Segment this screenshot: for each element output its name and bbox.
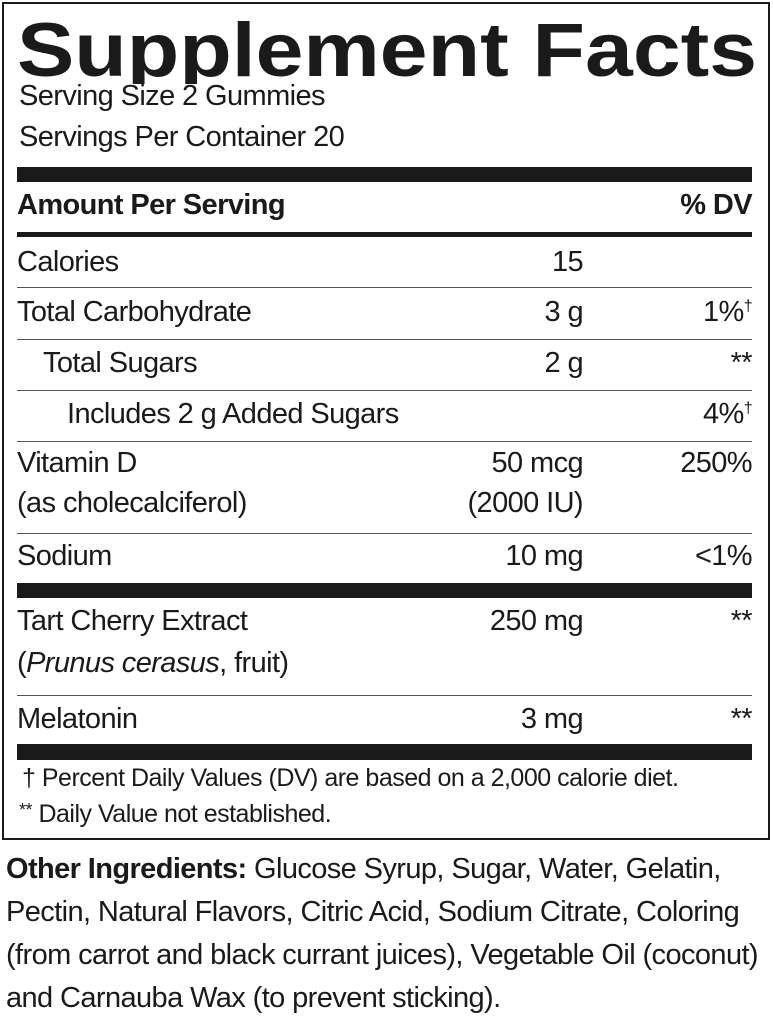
divider-thin (17, 695, 752, 696)
paren: ( (17, 647, 27, 679)
divider-thick (17, 583, 752, 598)
name-line: Tart Cherry Extract (17, 605, 248, 637)
ingredient-name: Tart Cherry Extract (Prunus cerasus, frui… (17, 600, 289, 684)
footnote-dv: † Percent Daily Values (DV) are based on… (22, 764, 679, 793)
ingredient-dv: ** (730, 605, 753, 637)
nutrient-name: Total Carbohydrate (17, 296, 252, 328)
dv-value: 4% (702, 398, 744, 430)
divider-thick (17, 167, 752, 182)
other-ingredients-text: Glucose Syrup, Sugar, Water, Gelatin, Pe… (6, 853, 759, 1014)
divider-thin (17, 390, 752, 391)
divider-thin (17, 339, 752, 340)
divider-thin (17, 441, 752, 442)
name-subline: (as cholecalciferol) (17, 487, 247, 519)
title-text: Supplement Facts (17, 12, 757, 84)
footnote-text: Percent Daily Values (DV) are based on a… (41, 764, 679, 792)
serving-size: Serving Size 2 Gummies (19, 80, 326, 112)
ingredient-name: Melatonin (17, 703, 138, 735)
nutrient-amount: 50 mcg (2000 IU) (468, 443, 584, 523)
nutrient-amount: 2 g (544, 347, 583, 379)
ingredient-amount: 250 mg (489, 605, 584, 637)
amount-subline: (2000 IU) (467, 487, 584, 519)
other-ingredients-label: Other Ingredients: (6, 853, 247, 885)
footnote-not-established: ** Daily Value not established. (19, 800, 332, 829)
divider-thin (17, 533, 752, 534)
nutrient-dv: 1%† (702, 296, 753, 329)
divider-thin (17, 287, 752, 288)
part-text: , fruit) (219, 647, 289, 679)
nutrient-amount: 3 g (544, 296, 583, 328)
nutrient-name: Vitamin D (as cholecalciferol) (17, 443, 247, 523)
dv-header: % DV (680, 189, 752, 221)
nutrient-dv: <1% (694, 540, 753, 572)
supplement-facts-panel (2, 2, 770, 840)
divider-medium (17, 232, 752, 237)
ingredient-dv: ** (730, 703, 753, 735)
servings-per-container: Servings Per Container 20 (19, 121, 345, 153)
nutrient-dv: 250% (680, 447, 752, 479)
nutrient-amount: 15 (551, 246, 584, 278)
nutrient-name: Sodium (17, 540, 112, 572)
amount-line: 50 mcg (491, 447, 584, 479)
dagger-mark: † (743, 298, 753, 315)
amount-per-serving-header: Amount Per Serving (17, 189, 286, 221)
ingredient-amount: 3 mg (520, 703, 584, 735)
latin-name: Prunus cerasus (26, 647, 220, 679)
name-line: Vitamin D (17, 447, 137, 479)
stars-mark: ** (19, 800, 33, 820)
nutrient-name: Total Sugars (43, 347, 198, 379)
footnote-text: Daily Value not established. (38, 800, 332, 828)
name-subline: (Prunus cerasus, fruit) (17, 642, 289, 684)
nutrient-name: Calories (17, 246, 119, 278)
dagger-mark: † (743, 400, 753, 417)
divider-thick (17, 744, 752, 760)
nutrient-dv: ** (730, 347, 753, 379)
dagger-mark: † (22, 764, 36, 792)
nutrient-amount: 10 mg (505, 540, 583, 572)
nutrient-dv: 4%† (702, 398, 753, 431)
other-ingredients: Other Ingredients: Glucose Syrup, Sugar,… (6, 848, 771, 1020)
panel-title: Supplement Facts (17, 12, 757, 84)
nutrient-name: Includes 2 g Added Sugars (67, 398, 399, 430)
dv-value: 1% (702, 296, 744, 328)
